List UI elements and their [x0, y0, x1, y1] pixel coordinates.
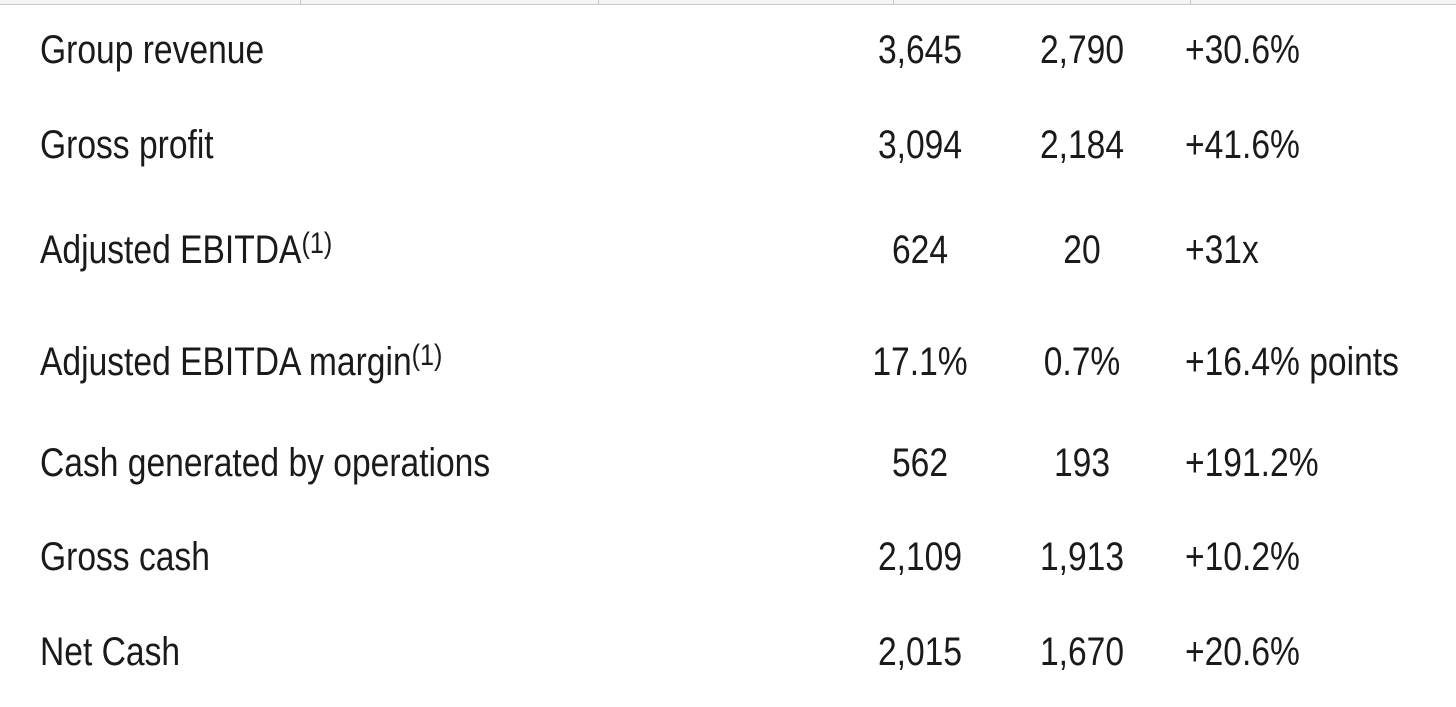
row-label: Gross cash — [40, 537, 210, 577]
current-value: 624 — [891, 228, 949, 272]
prior-value: 193 — [1053, 441, 1111, 485]
prior-value: 1,913 — [1039, 535, 1125, 579]
current-value: 562 — [891, 441, 949, 485]
row-label: Gross profit — [40, 125, 214, 165]
current-value: 2,015 — [877, 630, 963, 674]
row-label-text: Adjusted EBITDA — [40, 228, 302, 272]
row-label-text: Net Cash — [40, 630, 181, 674]
prior-value: 1,670 — [1039, 630, 1125, 674]
change-value: +20.6% — [1185, 630, 1300, 674]
current-value: 17.1% — [872, 340, 968, 384]
column-divider — [893, 0, 894, 5]
table-top-border — [0, 0, 1456, 5]
row-label: Adjusted EBITDA margin(1) — [40, 339, 443, 384]
footnote-marker: (1) — [301, 227, 333, 260]
row-label-text: Gross profit — [40, 123, 214, 167]
column-divider — [598, 0, 599, 5]
row-label: Cash generated by operations — [40, 443, 490, 483]
change-value: +10.2% — [1185, 535, 1300, 579]
current-value: 2,109 — [877, 535, 963, 579]
column-divider — [1190, 0, 1191, 5]
footnote-marker: (1) — [411, 339, 443, 372]
change-value: +31x — [1185, 228, 1259, 272]
change-value: +30.6% — [1185, 28, 1300, 72]
current-value: 3,094 — [877, 123, 963, 167]
row-label-text: Gross cash — [40, 535, 210, 579]
column-divider — [300, 0, 301, 5]
row-label: Net Cash — [40, 632, 180, 672]
prior-value: 2,790 — [1039, 28, 1125, 72]
row-label-text: Group revenue — [40, 28, 265, 72]
prior-value: 0.7% — [1043, 340, 1121, 384]
row-label: Adjusted EBITDA(1) — [40, 227, 333, 272]
prior-value: 2,184 — [1039, 123, 1125, 167]
change-value: +16.4% points — [1185, 340, 1399, 384]
row-label: Group revenue — [40, 30, 264, 70]
change-value: +41.6% — [1185, 123, 1300, 167]
row-label-text: Adjusted EBITDA margin — [40, 340, 412, 384]
prior-value: 20 — [1063, 228, 1101, 272]
current-value: 3,645 — [877, 28, 963, 72]
row-label-text: Cash generated by operations — [40, 441, 491, 485]
change-value: +191.2% — [1185, 441, 1319, 485]
